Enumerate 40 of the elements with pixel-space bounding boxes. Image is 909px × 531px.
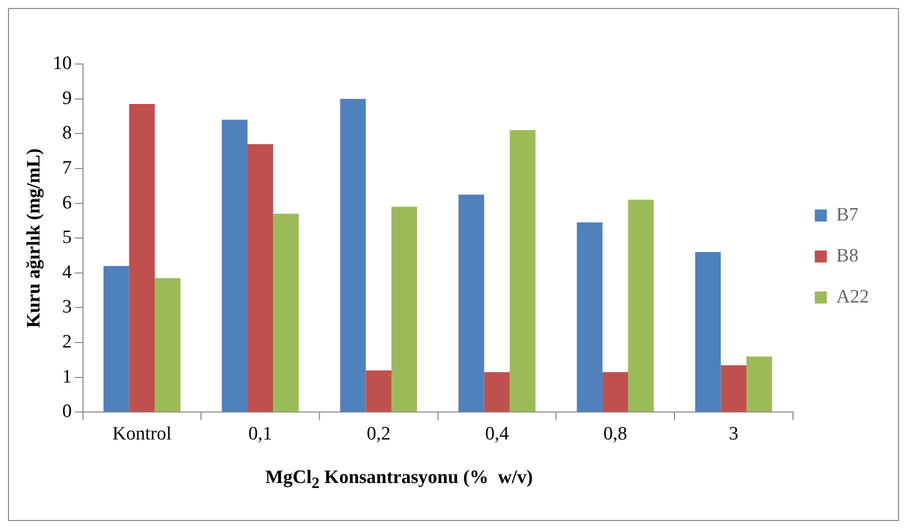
bar (576, 222, 602, 412)
bar (104, 266, 130, 412)
bar (484, 372, 510, 412)
bar (273, 214, 299, 412)
y-tick-label: 2 (62, 332, 72, 353)
y-tick-label: 8 (62, 122, 72, 144)
y-axis-title: Kuru ağırlık (mg/mL) (23, 148, 44, 328)
bar (129, 104, 155, 412)
y-tick-label: 9 (62, 88, 72, 109)
bar (458, 194, 484, 412)
y-tick-label: 10 (52, 52, 72, 74)
y-tick-label: 6 (62, 192, 72, 214)
y-tick-label: 1 (62, 366, 72, 388)
x-tick-label: 3 (728, 424, 738, 445)
bar (602, 372, 628, 412)
bar (222, 120, 248, 412)
bar (510, 130, 536, 412)
y-tick-label: 0 (62, 401, 72, 422)
x-tick-label: 0,1 (248, 424, 272, 445)
x-tick-label: 0,2 (366, 424, 390, 445)
y-tick-label: 4 (62, 262, 72, 283)
x-tick-label: 0,8 (603, 424, 628, 445)
y-tick-label: 3 (62, 296, 72, 318)
legend-label: B7 (836, 204, 858, 226)
y-tick-label: 7 (62, 157, 72, 178)
legend-label: B8 (836, 245, 858, 266)
y-tick-label: 5 (62, 227, 72, 248)
bar (628, 200, 654, 412)
bar (695, 252, 721, 412)
x-axis-title: MgCl$_{2}$ Konsantrasyonu (% w/v) (264, 467, 534, 493)
bar (154, 278, 180, 412)
bar (247, 144, 274, 412)
bar (720, 365, 746, 412)
bar (746, 356, 772, 412)
bar (391, 206, 418, 412)
bar (366, 370, 392, 412)
legend-label: A22 (836, 286, 870, 308)
x-tick-label: Kontrol (112, 424, 172, 445)
bar (340, 98, 366, 412)
x-tick-label: 0,4 (485, 424, 510, 445)
